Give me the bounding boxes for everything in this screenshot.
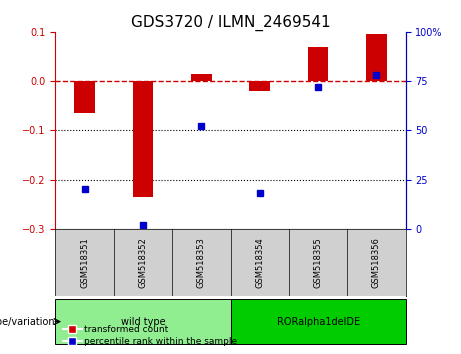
FancyBboxPatch shape [55,299,230,344]
Text: GSM518351: GSM518351 [80,237,89,288]
Text: GSM518352: GSM518352 [138,237,148,288]
Text: GSM518356: GSM518356 [372,237,381,288]
Text: wild type: wild type [121,316,165,327]
Text: GSM518355: GSM518355 [313,237,323,288]
Text: GSM518353: GSM518353 [197,237,206,288]
Text: RORalpha1delDE: RORalpha1delDE [277,316,360,327]
Legend: transformed count, percentile rank within the sample: transformed count, percentile rank withi… [60,321,241,349]
Bar [308,47,328,81]
Bar [366,34,387,81]
Text: GSM518354: GSM518354 [255,237,264,288]
Bar [191,74,212,81]
Text: genotype/variation: genotype/variation [0,316,55,327]
FancyBboxPatch shape [230,299,406,344]
Bar [133,81,153,197]
Bar [249,81,270,91]
Title: GDS3720 / ILMN_2469541: GDS3720 / ILMN_2469541 [130,14,331,30]
Bar [74,81,95,113]
